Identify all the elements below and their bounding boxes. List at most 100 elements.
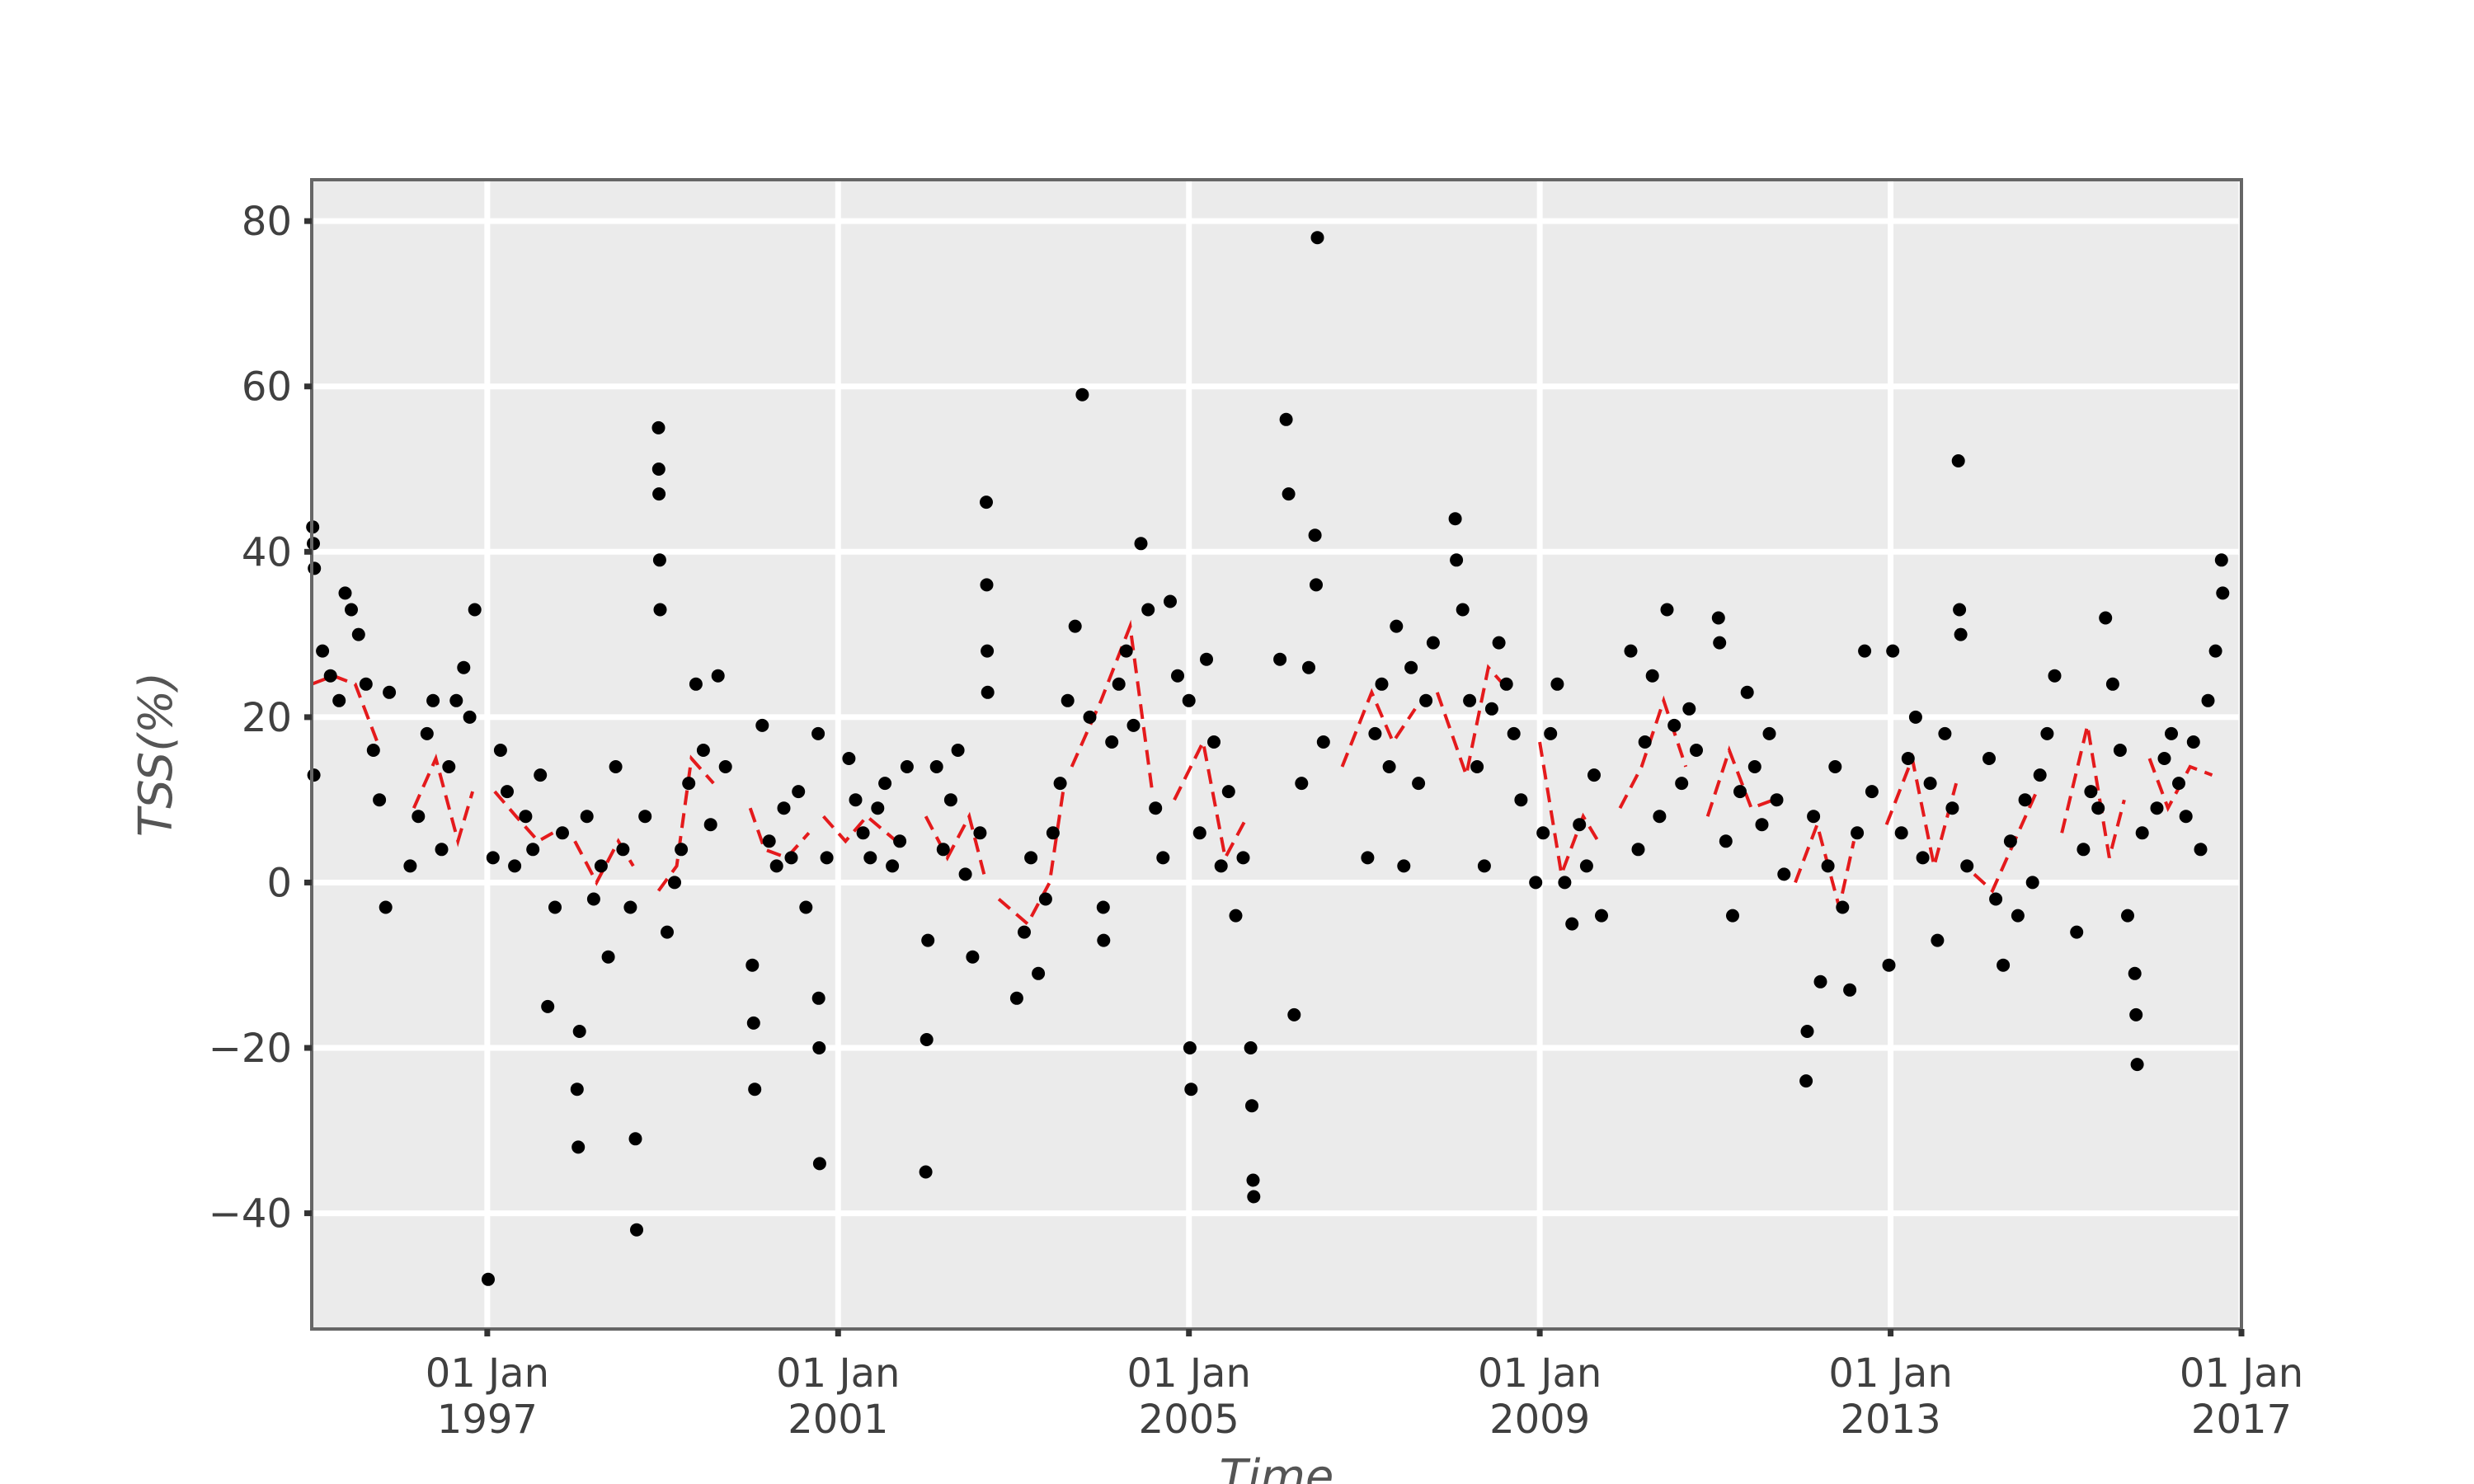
- data-point: [769, 859, 783, 873]
- data-point: [973, 826, 987, 840]
- data-point: [1828, 760, 1842, 773]
- data-point: [1960, 859, 1974, 873]
- data-point: [1755, 818, 1769, 832]
- data-point: [1038, 892, 1052, 906]
- data-point: [2216, 586, 2230, 600]
- trend-line-segment: [748, 807, 811, 860]
- data-point: [812, 1157, 826, 1171]
- data-point: [1624, 644, 1638, 658]
- data-point: [383, 685, 397, 699]
- data-point: [359, 677, 373, 691]
- data-point: [1587, 768, 1601, 782]
- data-point: [842, 752, 856, 765]
- data-point: [1579, 859, 1593, 873]
- x-tick-label-year: 1997: [437, 1397, 538, 1443]
- y-tick-label: −40: [209, 1191, 292, 1237]
- x-tick-label-year: 2017: [2191, 1397, 2292, 1443]
- data-point: [1901, 752, 1915, 765]
- data-point: [920, 1033, 934, 1046]
- data-point: [351, 627, 365, 641]
- data-point: [1229, 909, 1243, 923]
- data-point: [784, 851, 798, 865]
- data-point: [345, 603, 358, 617]
- trend-line-segment: [493, 790, 554, 843]
- data-point: [1310, 231, 1324, 245]
- data-point: [1295, 777, 1309, 791]
- data-point: [1484, 702, 1498, 716]
- data-point: [638, 810, 652, 824]
- data-point: [2165, 726, 2178, 740]
- data-point: [653, 603, 667, 617]
- data-point: [1061, 693, 1075, 707]
- data-point: [1550, 677, 1564, 691]
- data-point: [1573, 818, 1587, 832]
- data-point: [1273, 652, 1287, 666]
- data-point: [1134, 537, 1148, 551]
- data-point: [1558, 876, 1572, 890]
- data-point: [1361, 851, 1375, 865]
- data-point: [812, 1041, 826, 1054]
- data-point: [2194, 843, 2208, 857]
- data-point: [1375, 677, 1389, 691]
- data-point: [799, 900, 813, 914]
- data-point: [1141, 603, 1155, 617]
- x-tick-label-date: 01 Jan: [1828, 1350, 1952, 1397]
- data-point: [1762, 726, 1776, 740]
- data-point: [1492, 636, 1506, 650]
- data-point: [556, 826, 569, 840]
- data-point: [1450, 553, 1464, 567]
- data-point: [366, 744, 380, 757]
- data-point: [2201, 693, 2215, 707]
- data-point: [1865, 785, 1879, 799]
- data-point: [601, 950, 615, 964]
- data-point: [1989, 892, 2003, 906]
- data-point: [878, 777, 892, 791]
- data-point: [623, 900, 637, 914]
- data-point: [2150, 801, 2164, 815]
- data-point: [755, 718, 769, 732]
- data-point: [1667, 718, 1681, 732]
- data-point: [929, 760, 943, 773]
- data-point: [1690, 744, 1703, 757]
- data-point: [501, 785, 514, 799]
- data-point: [2121, 909, 2134, 923]
- data-point: [689, 677, 703, 691]
- data-point: [1951, 454, 1965, 467]
- data-point: [1310, 578, 1323, 592]
- data-point: [1713, 636, 1727, 650]
- data-point: [1397, 859, 1411, 873]
- data-point: [951, 744, 965, 757]
- data-point: [2091, 801, 2105, 815]
- data-point: [1470, 760, 1484, 773]
- x-tick-label-year: 2009: [1489, 1397, 1590, 1443]
- data-point: [2018, 793, 2032, 807]
- data-point: [2040, 726, 2054, 740]
- data-point: [651, 420, 666, 434]
- axis-ticks: [304, 218, 2245, 1336]
- data-point: [442, 760, 456, 773]
- data-point: [943, 793, 957, 807]
- trend-line-segment: [822, 814, 898, 844]
- data-point: [1426, 636, 1440, 650]
- data-point: [1112, 677, 1126, 691]
- trend-line-segment: [1340, 688, 1417, 768]
- data-point: [1419, 693, 1433, 707]
- data-point: [316, 644, 330, 658]
- data-point: [412, 810, 426, 824]
- data-point: [1645, 669, 1659, 683]
- trend-line-segment: [1435, 664, 1512, 782]
- x-tick-label-date: 01 Jan: [776, 1350, 900, 1397]
- y-tick-label: 60: [242, 364, 292, 411]
- data-point: [762, 834, 776, 848]
- data-point: [1800, 1025, 1814, 1038]
- data-point: [457, 660, 471, 674]
- data-point: [2077, 843, 2091, 857]
- data-point: [1119, 644, 1133, 658]
- trend-line-segment: [1618, 695, 1688, 810]
- data-points-group: [306, 231, 2230, 1286]
- data-point: [1096, 900, 1110, 914]
- data-point: [1368, 726, 1382, 740]
- trend-line-segment: [924, 811, 986, 875]
- data-point: [981, 685, 995, 699]
- x-axis-title: Time: [1220, 1450, 1334, 1484]
